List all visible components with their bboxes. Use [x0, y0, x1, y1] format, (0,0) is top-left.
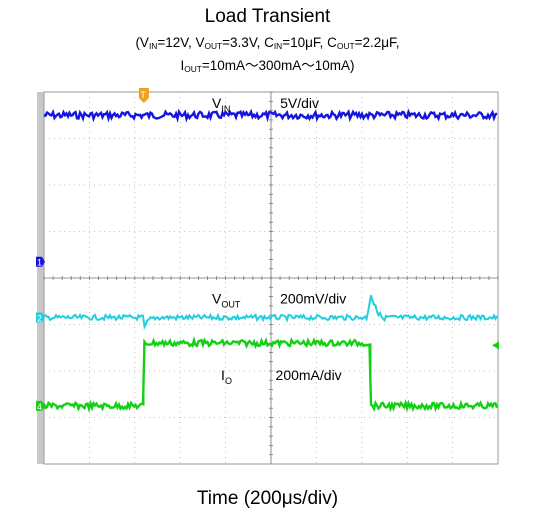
- cond-vout: 3.3V: [230, 35, 257, 50]
- cond-cin: 10μF: [290, 35, 320, 50]
- channel-2-scale: 200mV/div: [280, 290, 346, 306]
- channel-4-marker-label: 4: [37, 402, 42, 412]
- channel-name-main: V: [212, 95, 222, 111]
- grid: [43, 91, 499, 464]
- vin-trace: [43, 108, 498, 124]
- trigger-level-arrow: [492, 341, 499, 350]
- channel-2-marker: [36, 312, 45, 323]
- channel-name-sub: OUT: [221, 299, 241, 309]
- channel-2-name: VOUT: [212, 290, 241, 309]
- cond-iout: 10mA～300mA～10mA): [209, 58, 355, 73]
- channel-name-main: V: [212, 290, 222, 306]
- vout-trace: [43, 295, 498, 330]
- channel-markers: 1 2 4 T: [36, 88, 499, 412]
- cond-vin: 12V: [165, 35, 188, 50]
- channel-1-marker: [36, 256, 45, 267]
- test-conditions-line-2: IOUT=10mA～300mA～10mA): [180, 58, 355, 75]
- channel-4-marker: [36, 400, 45, 411]
- x-axis-label: Time (200μs/div): [196, 488, 339, 509]
- chart-title: Load Transient: [204, 6, 331, 27]
- channel-4-name: IO: [221, 367, 232, 386]
- trigger-marker-label: T: [140, 90, 146, 100]
- traces: [42, 108, 499, 413]
- channel-1-scale: 5V/div: [280, 95, 319, 111]
- left-side-bar: [37, 92, 44, 464]
- channel-2-marker-label: 2: [37, 314, 42, 324]
- channel-1-name: VIN: [212, 95, 230, 114]
- trigger-marker: [138, 88, 149, 103]
- cond-cout: 2.2μF: [362, 35, 396, 50]
- io-trace: [42, 336, 499, 413]
- channel-name-sub: IN: [221, 104, 230, 114]
- channel-name-sub: O: [225, 376, 232, 386]
- channel-1-marker-label: 1: [37, 258, 42, 268]
- test-conditions-line-1: (VIN=12V, VOUT=3.3V, CIN=10μF, COUT=2.2μ…: [135, 35, 400, 52]
- channel-name-main: I: [221, 367, 225, 383]
- channel-4-scale: 200mA/div: [276, 367, 342, 383]
